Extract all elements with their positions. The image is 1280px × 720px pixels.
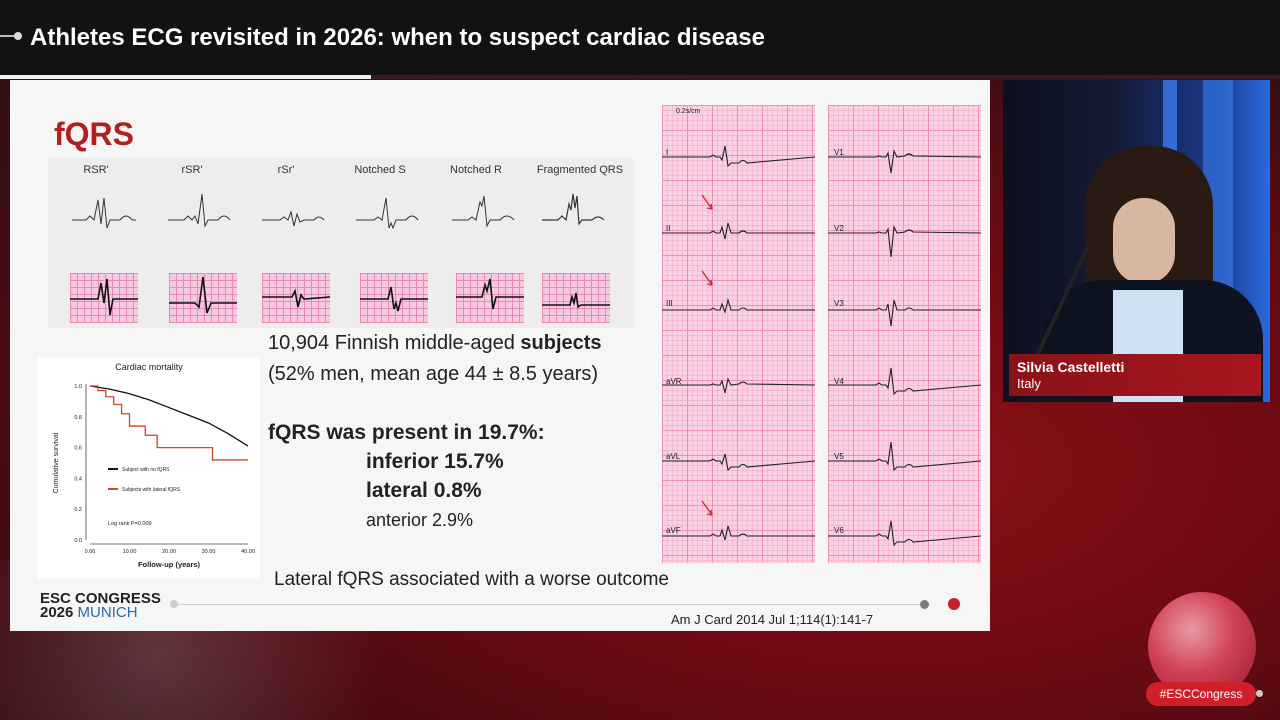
lead-label: III [666,299,673,308]
study-population-line2: (52% men, mean age 44 ± 8.5 years) [268,363,599,385]
x-tick-label: 10.00 [123,549,137,555]
lead-label: aVL [666,452,681,461]
x-tick-label: 20.00 [162,549,176,555]
lead-label: V6 [834,526,844,535]
ecg-trace [662,377,815,394]
pattern-ecg-strip [542,273,610,323]
title-bullet-icon [0,32,22,40]
y-tick-label: 0.2 [74,507,82,513]
y-tick-label: 0.0 [74,538,82,544]
ecg-trace [662,297,815,314]
conclusion-text: Lateral fQRS associated with a worse out… [274,569,669,590]
ecg-scale-label: 0.2s/cm [676,108,701,115]
pattern-waveform [72,197,136,229]
pattern-ecg-strip [262,273,330,323]
pattern-ecg-strip [360,273,428,323]
ecg-trace [828,441,981,472]
slide-heading: fQRS [54,116,134,152]
chart-title: Cardiac mortality [115,362,183,372]
speaker-face [1113,198,1175,284]
fqrs-lateral: lateral 0.8% [366,479,482,502]
pattern-label: RSR' [83,164,109,176]
pattern-label: rSR' [181,164,203,176]
ecg-trace [828,299,981,327]
y-tick-label: 0.4 [74,476,82,482]
annotation-arrow-icon [701,270,713,286]
lead-label: aVR [666,377,682,386]
reference-citation: Am J Card 2014 Jul 1;114(1):141-7 [671,612,874,627]
x-tick-label: 0.00 [85,549,96,555]
pattern-waveform [356,197,419,230]
timeline-dot [920,600,929,609]
speaker-country: Italy [1017,376,1041,391]
congress-logo-line2: 2026 MUNICH [40,604,138,621]
y-tick-label: 1.0 [74,384,82,390]
congress-logo-line1: ESC CONGRESS [40,590,161,607]
fqrs-anterior: anterior 2.9% [366,510,474,530]
study-population-line1: 10,904 Finnish middle-aged subjects [268,332,602,354]
km-plot: 1.0 0.8 0.6 0.4 0.2 0.00.00 10.00 20.00 30.00 40.… [53,384,255,569]
lead-label: V1 [834,148,844,157]
pattern-label: rSr' [277,164,295,176]
pattern-ecg-strip [70,273,138,323]
y-axis-label: Cumulative survival [53,432,60,493]
pattern-label: Notched S [354,164,406,176]
series-line-lateral-fqrs [90,385,248,461]
legend-label: Subject with no fQRS [122,467,170,473]
timeline-start-dot [170,600,178,608]
series-line-no-fqrs [89,385,249,447]
ecg-trace [828,149,981,174]
video-progress-track[interactable] [0,75,1280,79]
lead-label: V3 [834,299,844,308]
lead-label: aVF [666,526,681,535]
pattern-ecg-strip [169,273,237,323]
logrank-annotation: Log rank P=0.009 [108,521,152,527]
hashtag-dot [1256,690,1263,697]
legend-label: Subjects with lateral fQRS [122,487,181,493]
ecg-precordial-traces [828,149,981,547]
speaker-name: Silvia Castelletti [1017,359,1125,375]
ecg-trace [828,520,981,547]
y-tick-label: 0.8 [74,415,82,421]
ecg-trace [662,222,815,240]
lead-label: V2 [834,224,844,233]
pattern-label: Notched R [450,164,502,176]
fqrs-inferior: inferior 15.7% [366,450,504,473]
lead-label: V5 [834,452,844,461]
y-tick-label: 0.6 [74,446,82,452]
ecg-trace [662,145,815,168]
presentation-slide: fQRS RSR' rSR' rSr' Notched S Notched R … [10,80,990,631]
annotation-arrow-icon [701,194,713,210]
pattern-ecg-strip [456,273,524,323]
speaker-lower-third: Silvia Castelletti Italy [1009,354,1261,396]
x-tick-label: 40.00 [241,549,255,555]
lead-label: II [666,224,671,233]
ecg-trace [662,453,815,472]
ecg-precordial-leads: V1 V2 V3 V4 V5 V6 [828,105,981,563]
ecg-limb-leads: 0.2s/cm I II III aVR aVL aVF [662,105,815,563]
ecg-limb-traces [662,145,815,541]
ecg-trace [828,367,981,396]
km-chart: Cardiac mortality 1.0 0.8 0.6 0.4 0.2 0.0 0.00… [38,357,260,579]
pattern-label: Fragmented QRS [536,164,624,176]
title-bar: Athletes ECG revisited in 2026: when to … [0,0,1280,78]
lead-label: V4 [834,377,844,386]
ecg-trace [828,225,981,258]
session-title: Athletes ECG revisited in 2026: when to … [30,24,765,51]
video-progress-fill [0,75,372,79]
annotation-arrow-icon [701,500,713,516]
pattern-waveform [542,193,605,226]
pattern-waveform [262,210,325,227]
fqrs-patterns-panel: RSR' rSR' rSr' Notched S Notched R Fragm… [48,158,634,328]
hashtag-badge[interactable]: #ESCCongress [1146,682,1256,706]
x-tick-label: 30.00 [202,549,216,555]
x-axis-label: Follow-up (years) [138,560,201,569]
timeline-current-dot [948,598,960,610]
pattern-waveform [168,193,231,228]
fqrs-prevalence: fQRS was present in 19.7%: [268,421,545,444]
pattern-waveform [452,195,515,228]
lead-label: I [666,148,669,157]
slide-timeline [172,604,924,605]
ecg-trace [662,525,815,541]
